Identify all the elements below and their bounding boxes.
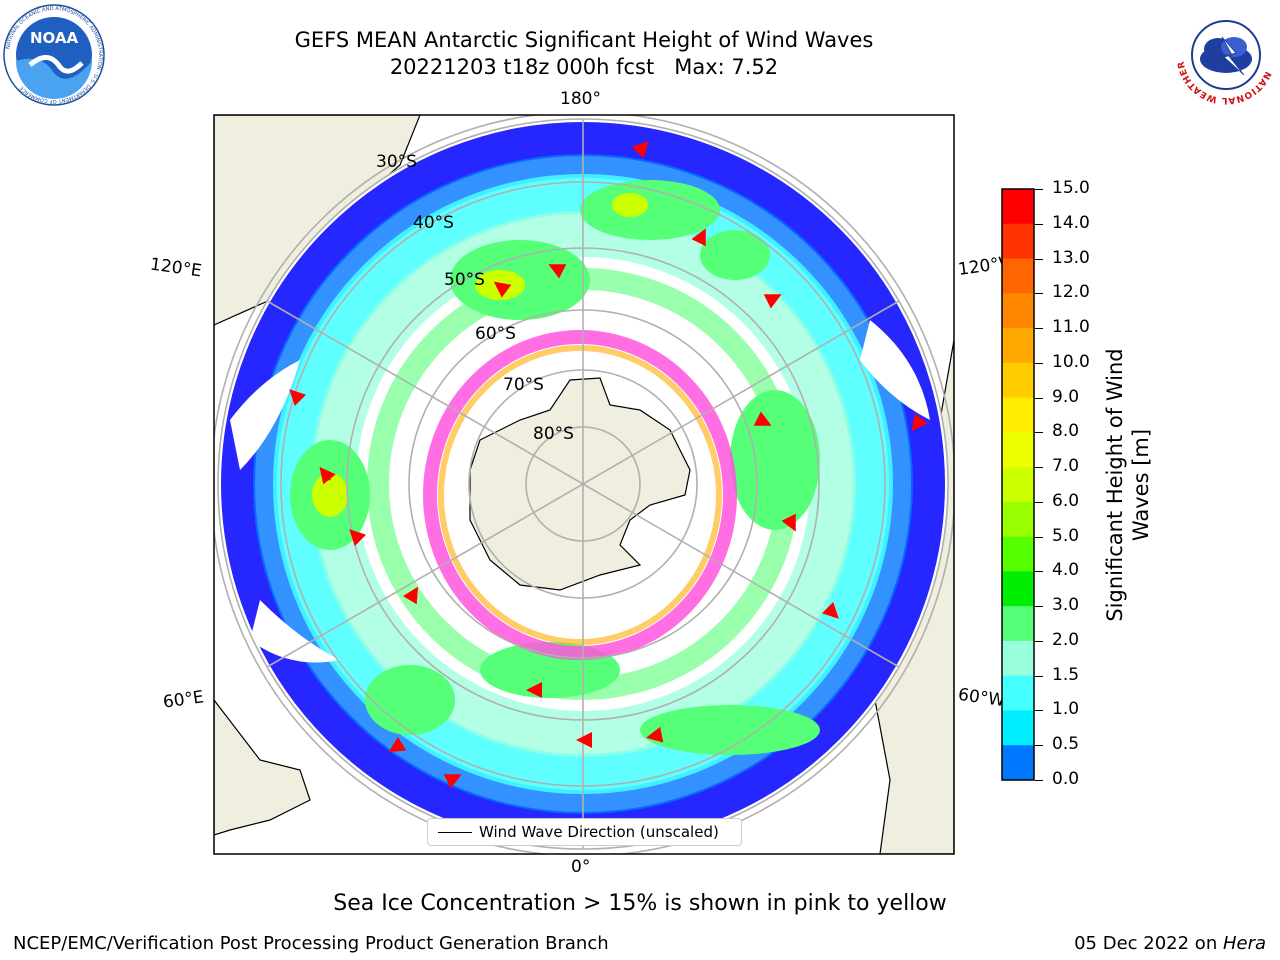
footer-date: 05 Dec 2022 on: [1074, 933, 1223, 954]
colorbar-tick-label: 3.0: [1052, 595, 1080, 616]
map-legend: Wind Wave Direction (unscaled): [427, 818, 742, 846]
noaa-logo: NOAA NATIONAL OCEANIC AND ATMOSPHERIC AD…: [3, 4, 105, 106]
colorbar-tick-label: 14.0: [1052, 212, 1090, 233]
colorbar-tick-label: 6.0: [1052, 490, 1080, 511]
colorbar-tick-mark: [1035, 467, 1043, 469]
colorbar-tick-mark: [1035, 571, 1043, 573]
colorbar-tick-label: 8.0: [1052, 421, 1080, 442]
colorbar-band: [1002, 675, 1034, 711]
colorbar-tick-label: 10.0: [1052, 351, 1090, 372]
footer-date-block: 05 Dec 2022 on Hera: [1074, 933, 1266, 954]
wave-arrow: [319, 466, 336, 485]
colorbar-band: [1002, 710, 1034, 746]
lat-label-40s: 40°S: [413, 213, 454, 233]
footer-system: Hera: [1222, 933, 1266, 954]
colorbar-band: [1002, 223, 1034, 260]
colorbar-band: [1002, 397, 1034, 433]
wave-arrow: [753, 411, 772, 426]
wave-arrow: [388, 736, 407, 753]
colorbar-tick-label: 9.0: [1052, 386, 1080, 407]
colorbar-tick-label: 2.0: [1052, 629, 1080, 650]
wave-arrow: [402, 586, 419, 605]
colorbar-tick-mark: [1035, 362, 1043, 364]
colorbar-tick-mark: [1035, 328, 1043, 330]
colorbar-tick-label: 7.0: [1052, 456, 1080, 477]
colorbar-tick-label: 1.0: [1052, 699, 1080, 720]
lat-label-70s: 70°S: [503, 375, 544, 395]
sea-ice-note: Sea Ice Concentration > 15% is shown in …: [333, 891, 947, 916]
colorbar-band: [1002, 571, 1034, 607]
lat-label-50s: 50°S: [444, 270, 485, 290]
wave-direction-arrows: [289, 141, 928, 789]
landmass-antarctica: [469, 377, 691, 591]
colorbar-tick-mark: [1035, 258, 1043, 260]
wave-arrow: [781, 513, 796, 532]
colorbar-band: [1002, 501, 1034, 538]
map-frame: [213, 114, 955, 855]
colorbar-label: Significant Height of Wind Waves [m]: [1103, 348, 1153, 622]
map-boundary: [217, 118, 949, 850]
wave-arrow: [289, 389, 307, 407]
landmass-africa: [214, 699, 311, 836]
lat-label-80s: 80°S: [533, 424, 574, 444]
chart-title: GEFS MEAN Antarctic Significant Height o…: [294, 28, 874, 52]
colorbar-tick-label: 4.0: [1052, 560, 1080, 581]
colorbar-band: [1002, 467, 1034, 503]
wave-arrow: [821, 601, 839, 619]
colorbar-tick-mark: [1035, 432, 1043, 434]
lat-label-60s: 60°S: [475, 324, 516, 344]
colorbar-band: [1002, 640, 1034, 677]
legend-line-swatch: [438, 832, 472, 833]
colorbar-tick-label: 0.5: [1052, 734, 1080, 755]
colorbar: [1001, 188, 1035, 781]
colorbar-band: [1002, 293, 1034, 329]
wave-arrow: [548, 264, 567, 279]
colorbar-tick-mark: [1035, 745, 1043, 747]
legend-label: Wind Wave Direction (unscaled): [479, 823, 719, 841]
colorbar-tick-mark: [1035, 606, 1043, 608]
colorbar-band: [1002, 745, 1034, 781]
colorbar-tick-label: 13.0: [1052, 247, 1090, 268]
colorbar-band: [1002, 328, 1034, 364]
lon-label-0: 0°: [571, 857, 591, 877]
colorbar-tick-mark: [1035, 710, 1043, 712]
wave-arrow: [631, 141, 649, 159]
colorbar-band: [1002, 606, 1034, 642]
wave-arrow: [763, 294, 782, 309]
footer-credit: NCEP/EMC/Verification Post Processing Pr…: [13, 933, 609, 954]
noaa-wordmark: NOAA: [30, 29, 79, 47]
colorbar-tick-mark: [1035, 501, 1043, 503]
wave-arrow: [646, 726, 664, 743]
colorbar-tick-mark: [1035, 397, 1043, 399]
wave-arrow: [443, 774, 462, 789]
colorbar-band: [1002, 432, 1034, 468]
colorbar-tick-mark: [1035, 536, 1043, 538]
wave-arrow: [691, 228, 706, 247]
wave-arrow: [349, 529, 367, 547]
colorbar-tick-mark: [1035, 780, 1043, 781]
colorbar-tick-mark: [1035, 640, 1043, 642]
colorbar-tick-label: 11.0: [1052, 317, 1090, 338]
wave-arrow: [493, 281, 512, 298]
colorbar-tick-label: 0.0: [1052, 769, 1080, 789]
colorbar-tick-mark: [1035, 189, 1043, 190]
colorbar-tick-mark: [1035, 293, 1043, 295]
lon-label-180: 180°: [560, 89, 601, 109]
wave-arrow: [911, 413, 928, 432]
colorbar-tick-label: 1.5: [1052, 664, 1080, 685]
colorbar-tick-label: 15.0: [1052, 178, 1090, 198]
colorbar-band: [1002, 189, 1034, 225]
chart-subtitle: 20221203 t18z 000h fcst Max: 7.52: [389, 55, 779, 79]
graticule: [214, 115, 954, 854]
colorbar-tick-mark: [1035, 223, 1043, 225]
nws-logo: NATIONAL WEATHER SERVICE: [1174, 3, 1276, 105]
colorbar-band: [1002, 258, 1034, 294]
colorbar-tick-label: 5.0: [1052, 525, 1080, 546]
colorbar-band: [1002, 536, 1034, 572]
colorbar-tick-mark: [1035, 675, 1043, 677]
colorbar-tick-label: 12.0: [1052, 282, 1090, 303]
lat-label-30s: 30°S: [376, 152, 417, 172]
colorbar-band: [1002, 362, 1034, 399]
